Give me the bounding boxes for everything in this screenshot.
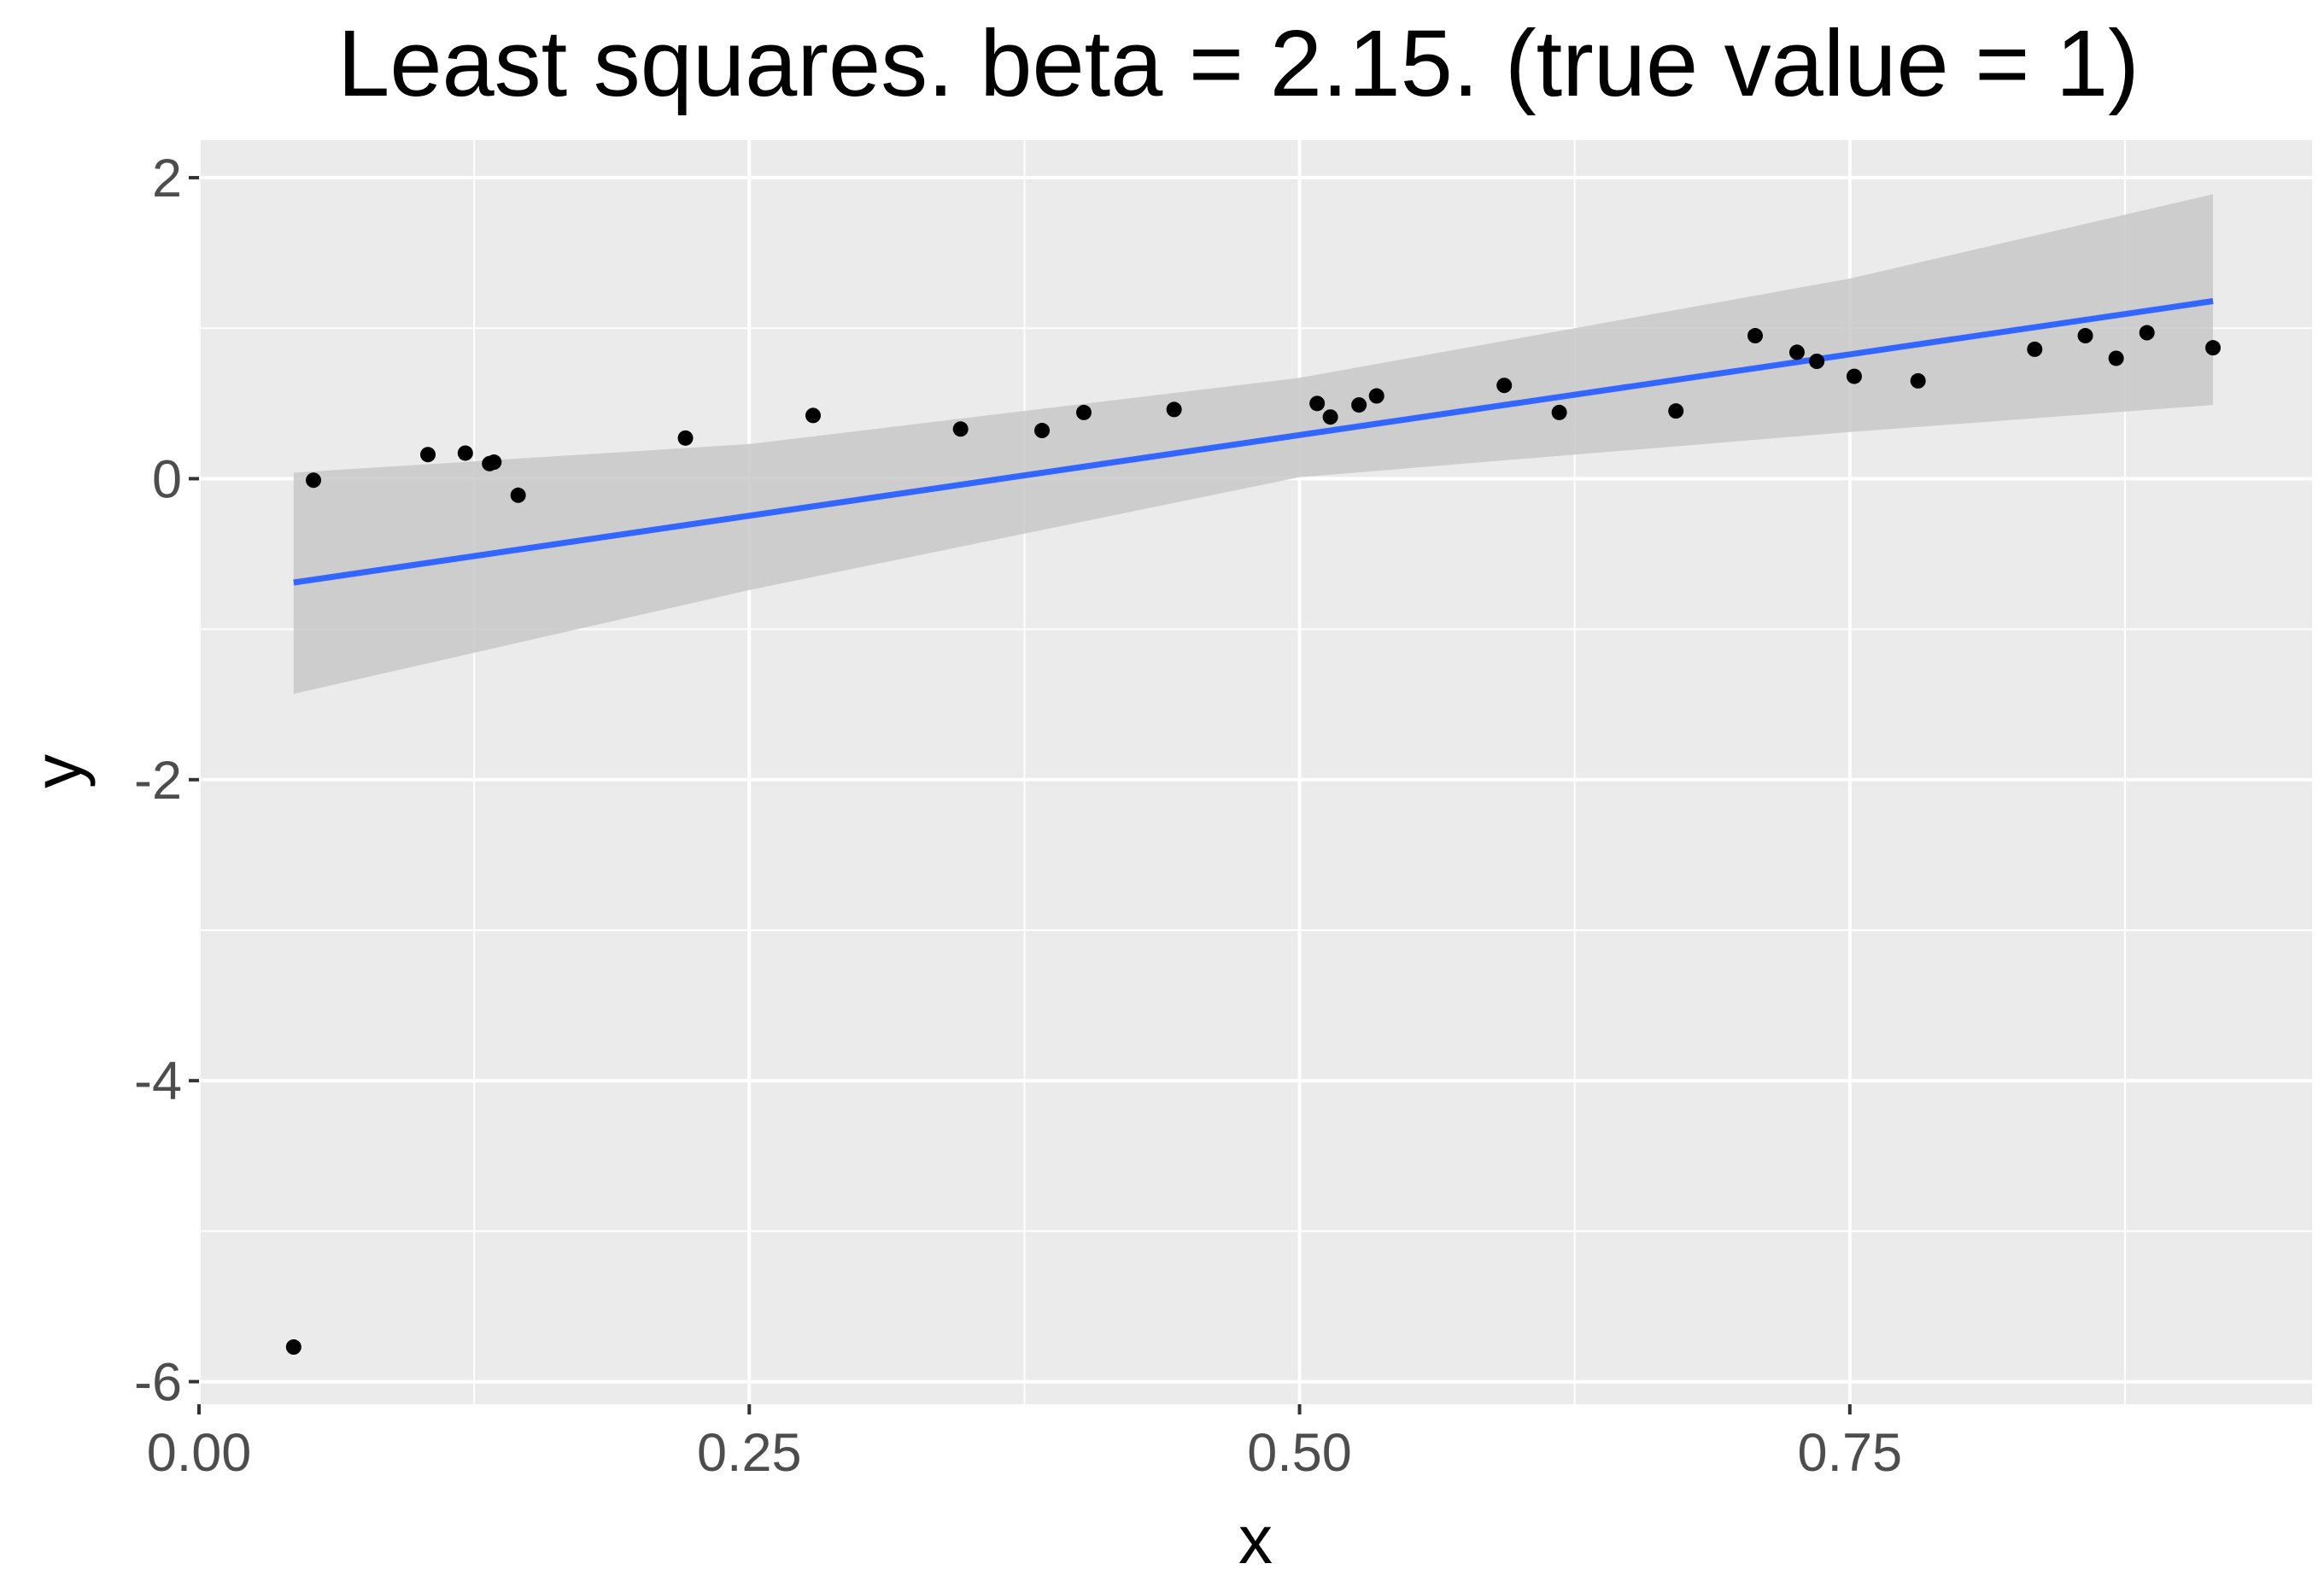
fit-line [293,298,2214,586]
data-point [677,430,694,446]
data-point [1166,401,1182,418]
data-points [285,325,2222,1356]
data-point [1747,328,1763,344]
data-point [1846,368,1862,384]
data-point [1788,344,1805,360]
axes: 0.00 0.25 0.50 0.75 -6 -4 -2 0 2 [134,149,1902,1483]
data-point [457,445,473,461]
data-point [1322,409,1338,425]
fit-line-layer [293,298,2214,586]
data-point [420,447,436,463]
x-axis-title: x [1238,1502,1273,1578]
y-tick-label: -6 [134,1353,182,1413]
y-tick-label: 0 [152,449,182,509]
data-point [306,472,322,489]
data-point [2077,328,2093,344]
data-point [2139,325,2155,341]
data-point [2108,350,2124,366]
data-point [1075,404,1092,420]
data-point [1496,378,1513,394]
y-axis-title: y [20,754,96,788]
data-point [1309,395,1326,412]
x-tick-label: 0.75 [1798,1423,1903,1483]
x-tick-label: 0.25 [697,1423,802,1483]
y-tick-label: -4 [134,1051,182,1111]
data-point [285,1339,301,1356]
data-point [952,421,969,437]
data-point [2027,341,2043,357]
x-tick-label: 0.50 [1247,1423,1352,1483]
chart-title: Least squares. beta = 2.15. (true value … [337,11,2140,116]
data-point [1368,388,1384,404]
data-point [1809,354,1825,369]
data-point [2205,340,2222,356]
data-point [510,487,526,503]
y-tick-label: 2 [152,149,182,208]
data-point [486,454,502,471]
data-point [1551,404,1567,420]
data-point [1351,397,1367,413]
data-point [1668,403,1684,419]
data-point [805,407,822,424]
x-tick-label: 0.00 [147,1423,252,1483]
data-point [1910,372,1926,389]
data-point [1034,423,1051,439]
y-tick-label: -2 [134,751,182,811]
